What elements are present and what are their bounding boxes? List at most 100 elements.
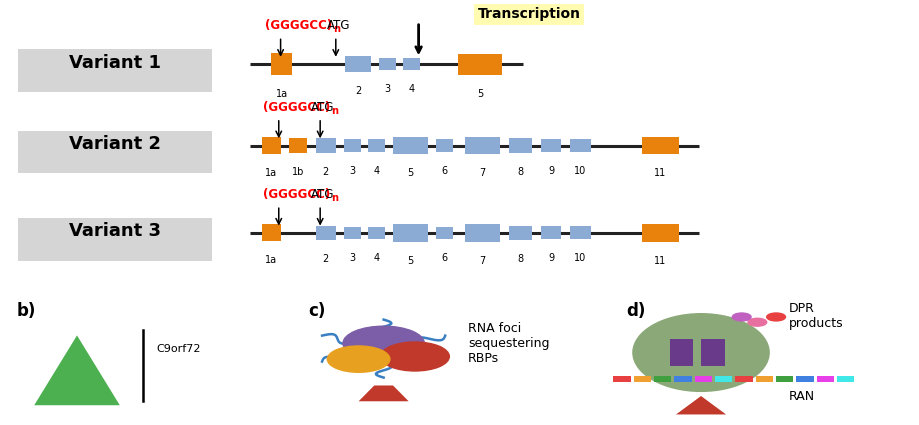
Text: Variant 1: Variant 1 — [69, 54, 161, 71]
Bar — [508, 226, 531, 240]
Circle shape — [343, 326, 424, 360]
Bar — [18, 49, 211, 92]
Text: 6: 6 — [441, 253, 447, 263]
Text: (GGGGCC): (GGGGCC) — [263, 101, 330, 113]
Bar — [368, 227, 384, 239]
Bar — [570, 227, 590, 239]
Circle shape — [380, 342, 448, 371]
Polygon shape — [675, 396, 725, 414]
Bar — [776, 376, 792, 382]
Bar — [714, 376, 732, 382]
Text: 5: 5 — [407, 255, 413, 266]
Bar — [613, 376, 630, 382]
Bar — [641, 137, 678, 154]
Text: 4: 4 — [373, 253, 379, 263]
Bar — [271, 53, 291, 75]
Polygon shape — [358, 385, 408, 401]
Circle shape — [327, 346, 390, 372]
Bar — [674, 376, 691, 382]
Bar — [344, 139, 360, 152]
Bar — [315, 226, 335, 240]
Text: 3: 3 — [349, 253, 355, 263]
Text: 2: 2 — [323, 254, 328, 264]
Bar — [540, 139, 561, 152]
Bar — [796, 376, 812, 382]
Text: 3: 3 — [349, 166, 355, 176]
Bar — [345, 56, 370, 73]
Bar — [540, 227, 561, 239]
Bar — [641, 224, 678, 242]
Bar — [755, 376, 772, 382]
Bar — [315, 138, 335, 153]
Text: 2: 2 — [323, 167, 328, 177]
Bar — [464, 224, 499, 242]
Text: RAN: RAN — [788, 390, 814, 402]
Bar — [458, 54, 502, 74]
Bar — [436, 139, 452, 152]
Text: 2: 2 — [355, 86, 360, 96]
Text: d): d) — [625, 303, 644, 320]
Text: C9orf72: C9orf72 — [157, 343, 201, 354]
Text: 11: 11 — [653, 255, 666, 266]
Text: 6: 6 — [441, 166, 447, 176]
Text: 1b: 1b — [291, 167, 304, 177]
Text: 5: 5 — [407, 168, 413, 178]
Bar — [669, 339, 693, 366]
Text: Variant 2: Variant 2 — [69, 135, 161, 153]
Text: n: n — [333, 24, 340, 34]
Bar — [344, 227, 360, 239]
Bar — [392, 224, 427, 242]
Bar — [464, 137, 499, 154]
Text: (GGGGCC): (GGGGCC) — [265, 19, 332, 32]
Circle shape — [747, 318, 766, 326]
Bar — [262, 224, 280, 241]
Text: ATG: ATG — [311, 188, 335, 201]
Text: 1a: 1a — [265, 168, 278, 178]
Text: 8: 8 — [516, 167, 523, 177]
Text: 9: 9 — [548, 166, 553, 176]
Bar — [18, 131, 211, 173]
Ellipse shape — [631, 313, 769, 392]
Text: 7: 7 — [479, 168, 484, 178]
Text: b): b) — [17, 303, 37, 320]
Bar — [392, 137, 427, 154]
Text: (GGGGCC): (GGGGCC) — [263, 188, 330, 201]
Text: 8: 8 — [516, 254, 523, 264]
Bar — [653, 376, 671, 382]
Text: 7: 7 — [479, 255, 484, 266]
Text: RNA foci
sequestering
RBPs: RNA foci sequestering RBPs — [468, 322, 549, 365]
Bar — [403, 58, 419, 70]
Polygon shape — [34, 335, 119, 405]
Bar — [262, 137, 280, 154]
Bar — [289, 138, 307, 153]
Text: 11: 11 — [653, 168, 666, 178]
Text: n: n — [331, 193, 338, 203]
Text: c): c) — [308, 303, 325, 320]
Bar — [836, 376, 854, 382]
Circle shape — [732, 313, 750, 321]
Bar — [508, 138, 531, 153]
Circle shape — [766, 313, 785, 321]
Bar — [18, 218, 211, 261]
Text: 10: 10 — [573, 166, 586, 176]
Bar — [700, 339, 724, 366]
Text: DPR
products: DPR products — [788, 302, 843, 330]
Text: 1a: 1a — [265, 255, 278, 265]
Text: 5: 5 — [477, 88, 482, 99]
Text: 1a: 1a — [275, 89, 288, 99]
Bar — [816, 376, 834, 382]
Text: 4: 4 — [408, 84, 414, 94]
Bar — [368, 139, 384, 152]
Text: ATG: ATG — [326, 19, 350, 32]
Text: 10: 10 — [573, 253, 586, 264]
Bar — [379, 58, 395, 70]
Text: ATG: ATG — [311, 101, 335, 113]
Text: n: n — [331, 105, 338, 116]
Text: 3: 3 — [384, 84, 390, 94]
Bar — [633, 376, 651, 382]
Bar — [734, 376, 752, 382]
Text: Variant 3: Variant 3 — [69, 222, 161, 241]
Text: 9: 9 — [548, 253, 553, 264]
Text: 4: 4 — [373, 166, 379, 176]
Bar — [694, 376, 711, 382]
